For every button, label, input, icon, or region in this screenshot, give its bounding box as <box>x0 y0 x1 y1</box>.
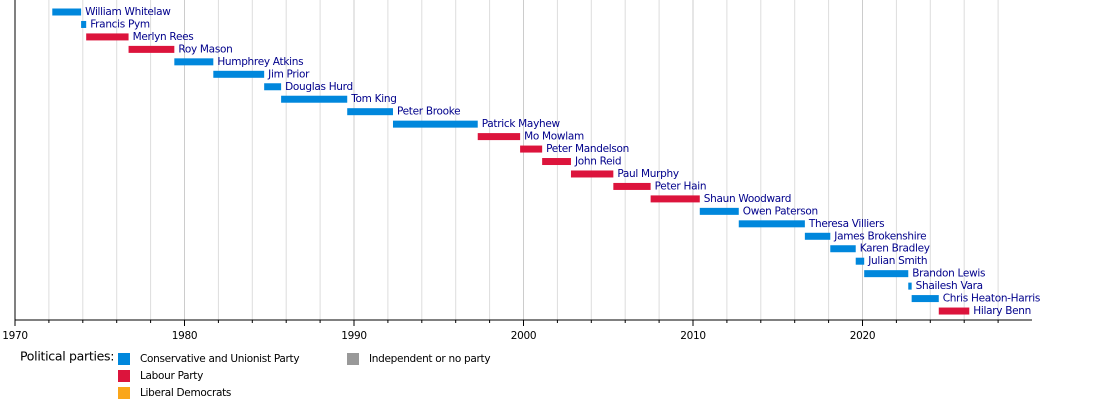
legend-swatch <box>118 387 130 399</box>
term-bar <box>650 195 700 203</box>
term-bar <box>908 282 912 290</box>
term-bar <box>174 58 214 66</box>
term-bar <box>52 8 82 16</box>
x-tick-label: 2000 <box>511 330 537 342</box>
officeholder-name: Peter Brooke <box>397 106 460 118</box>
officeholder-name: Mo Mowlam <box>524 131 584 143</box>
x-tick-label: 1990 <box>341 330 367 342</box>
officeholder-name: Peter Mandelson <box>546 143 629 155</box>
officeholder-name: Owen Paterson <box>743 205 818 217</box>
term-bar <box>911 295 939 303</box>
officeholder-name: Karen Bradley <box>860 243 930 255</box>
term-bar <box>81 20 87 28</box>
officeholder-name: Brandon Lewis <box>912 268 985 280</box>
legend-label: Labour Party <box>140 370 203 382</box>
officeholder-name: Jim Prior <box>267 68 310 80</box>
x-tick-label: 2020 <box>850 330 876 342</box>
term-bar <box>699 207 739 215</box>
legend-label: Independent or no party <box>369 353 490 365</box>
officeholder-name: William Whitelaw <box>85 6 171 18</box>
officeholder-name: John Reid <box>574 156 621 168</box>
term-bar <box>542 158 571 166</box>
legend-swatch <box>347 353 359 365</box>
officeholder-name: Humphrey Atkins <box>217 56 303 68</box>
officeholder-name: Peter Hain <box>655 180 707 192</box>
term-bar <box>864 270 909 278</box>
term-bar <box>938 307 970 315</box>
term-bar <box>520 145 543 153</box>
term-bar <box>613 182 651 190</box>
term-bar <box>86 33 129 41</box>
term-bar <box>128 45 175 53</box>
officeholder-name: Shaun Woodward <box>704 193 791 205</box>
term-bar <box>347 108 393 116</box>
term-bar <box>392 120 478 128</box>
term-bar <box>264 83 282 91</box>
officeholder-name: Hilary Benn <box>973 305 1031 317</box>
officeholder-name: Tom King <box>350 93 396 105</box>
x-tick-label: 2010 <box>680 330 706 342</box>
legend-label: Liberal Democrats <box>140 387 231 399</box>
officeholder-name: Paul Murphy <box>617 168 679 180</box>
officeholder-name: Roy Mason <box>178 43 232 55</box>
officeholder-name: Patrick Mayhew <box>482 118 561 130</box>
term-bar <box>830 245 856 253</box>
officeholder-name: Julian Smith <box>867 255 927 267</box>
officeholder-name: Merlyn Rees <box>133 31 194 43</box>
officeholder-name: James Brokenshire <box>833 230 926 242</box>
legend-swatch <box>118 353 130 365</box>
term-bar <box>477 133 521 141</box>
term-bar <box>281 95 348 103</box>
legend-swatch <box>118 370 130 382</box>
officeholder-name: Shailesh Vara <box>916 280 983 292</box>
officeholder-name: Francis Pym <box>90 18 150 30</box>
term-bar <box>738 220 805 228</box>
officeholder-name: Chris Heaton-Harris <box>943 293 1040 305</box>
x-tick-label: 1980 <box>172 330 198 342</box>
term-bar <box>570 170 614 178</box>
legend-title: Political parties: <box>20 349 114 364</box>
term-bar <box>855 257 865 265</box>
officeholder-name: Douglas Hurd <box>285 81 353 93</box>
x-tick-label: 1970 <box>2 330 28 342</box>
officeholder-name: Theresa Villiers <box>808 218 884 230</box>
legend-label: Conservative and Unionist Party <box>140 353 299 365</box>
term-bar <box>213 70 265 78</box>
term-bar <box>804 232 831 240</box>
